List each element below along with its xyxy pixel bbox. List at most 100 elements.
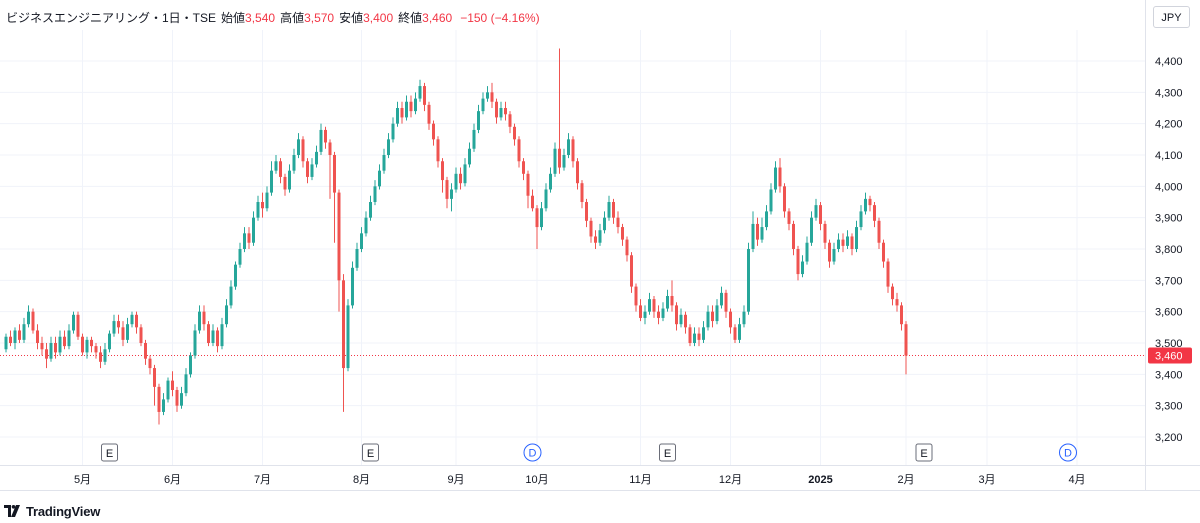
candle-body xyxy=(40,343,44,350)
candle-body xyxy=(238,249,242,265)
candle-body xyxy=(666,296,669,309)
candle-body xyxy=(445,180,449,199)
candle-body xyxy=(189,355,192,375)
dividend-event-marker[interactable] xyxy=(1059,443,1077,462)
x-tick-label: 3月 xyxy=(978,474,995,486)
candle-body xyxy=(373,186,377,202)
candle-body xyxy=(324,129,327,143)
candle-body xyxy=(544,189,548,209)
candle-body xyxy=(490,92,494,102)
candle-body xyxy=(229,286,233,306)
candle-body xyxy=(301,139,305,162)
candle-body xyxy=(823,223,827,243)
x-tick-label: 8月 xyxy=(353,474,370,486)
candle-body xyxy=(499,108,503,118)
candle-body xyxy=(805,242,809,262)
x-tick-label: 5月 xyxy=(74,474,91,486)
candle-body xyxy=(747,249,750,312)
candle-body xyxy=(103,349,107,362)
candle-body xyxy=(900,305,903,325)
candle-body xyxy=(540,208,543,228)
candle-body xyxy=(549,173,552,190)
y-tick-label: 3,400 xyxy=(1155,369,1183,381)
earnings-event-label: E xyxy=(367,448,374,460)
candle-body xyxy=(144,343,147,359)
candle-body xyxy=(319,129,323,152)
candle-body xyxy=(270,170,273,193)
earnings-event-marker[interactable] xyxy=(362,443,379,462)
candle-body xyxy=(904,324,908,356)
candle-body xyxy=(495,101,498,118)
candle-body xyxy=(292,155,296,171)
candle-body xyxy=(337,192,341,281)
candle-body xyxy=(895,299,899,306)
candle-body xyxy=(612,202,615,218)
low-label: 安値 xyxy=(339,11,364,25)
candle-body xyxy=(724,292,728,312)
candle-body xyxy=(261,202,264,209)
y-tick-label: 3,200 xyxy=(1155,432,1183,444)
candle-body xyxy=(832,249,836,262)
earnings-event-marker[interactable] xyxy=(101,443,118,462)
currency-button[interactable]: JPY xyxy=(1153,6,1190,28)
candle-body xyxy=(49,343,53,359)
candle-body xyxy=(454,173,458,190)
tradingview-logo[interactable]: TradingView xyxy=(4,503,100,519)
candle-body xyxy=(387,139,390,155)
earnings-event-marker[interactable] xyxy=(915,443,933,462)
y-tick-label: 3,300 xyxy=(1155,401,1183,413)
candle-body xyxy=(306,161,309,177)
candle-body xyxy=(481,98,485,112)
candle-body xyxy=(801,261,804,275)
candle-body xyxy=(94,346,98,353)
candle-body xyxy=(742,311,746,325)
dividend-event-marker[interactable] xyxy=(523,443,542,462)
candle-body xyxy=(639,305,642,318)
candle-body xyxy=(148,358,152,369)
candle-body xyxy=(63,336,66,347)
earnings-event-marker[interactable] xyxy=(659,443,676,462)
candle-body xyxy=(796,249,800,275)
candle-body xyxy=(85,339,89,353)
candle-body xyxy=(571,139,575,162)
candle-body xyxy=(598,230,602,243)
candle-body xyxy=(877,220,881,243)
candle-body xyxy=(76,314,80,337)
candle-body xyxy=(414,98,417,112)
candle-body xyxy=(657,311,660,318)
candle-body xyxy=(751,223,755,249)
candle-body xyxy=(184,374,188,394)
tradingview-logo-text: TradingView xyxy=(26,503,101,519)
candle-body xyxy=(283,176,287,190)
candle-body xyxy=(661,308,665,318)
candle-body xyxy=(684,314,687,328)
candle-body xyxy=(630,255,633,287)
candle-body xyxy=(841,239,845,246)
candle-body xyxy=(333,155,336,193)
candle-body xyxy=(756,223,759,240)
candle-body xyxy=(162,399,165,412)
candle-body xyxy=(594,236,597,243)
candle-body xyxy=(211,330,215,343)
candle-body xyxy=(405,101,408,118)
high-label: 高値 xyxy=(280,11,305,25)
candle-body xyxy=(27,311,30,325)
candle-body xyxy=(121,327,125,340)
candle-body xyxy=(342,280,345,369)
candle-body xyxy=(22,324,26,340)
candle-body xyxy=(643,311,647,318)
change-value: −150 (−4.16%) xyxy=(460,11,540,25)
candle-body xyxy=(166,380,170,400)
candle-body xyxy=(36,330,39,343)
candle-body xyxy=(247,233,251,243)
candle-body xyxy=(697,333,701,340)
close-value: 3,460 xyxy=(422,11,453,25)
candle-body xyxy=(855,227,858,249)
candle-body xyxy=(265,192,269,209)
open-label: 始値 xyxy=(221,11,246,25)
candle-body xyxy=(765,211,768,228)
candle-body xyxy=(369,202,372,218)
candle-body xyxy=(607,202,611,218)
candle-body xyxy=(576,161,579,184)
